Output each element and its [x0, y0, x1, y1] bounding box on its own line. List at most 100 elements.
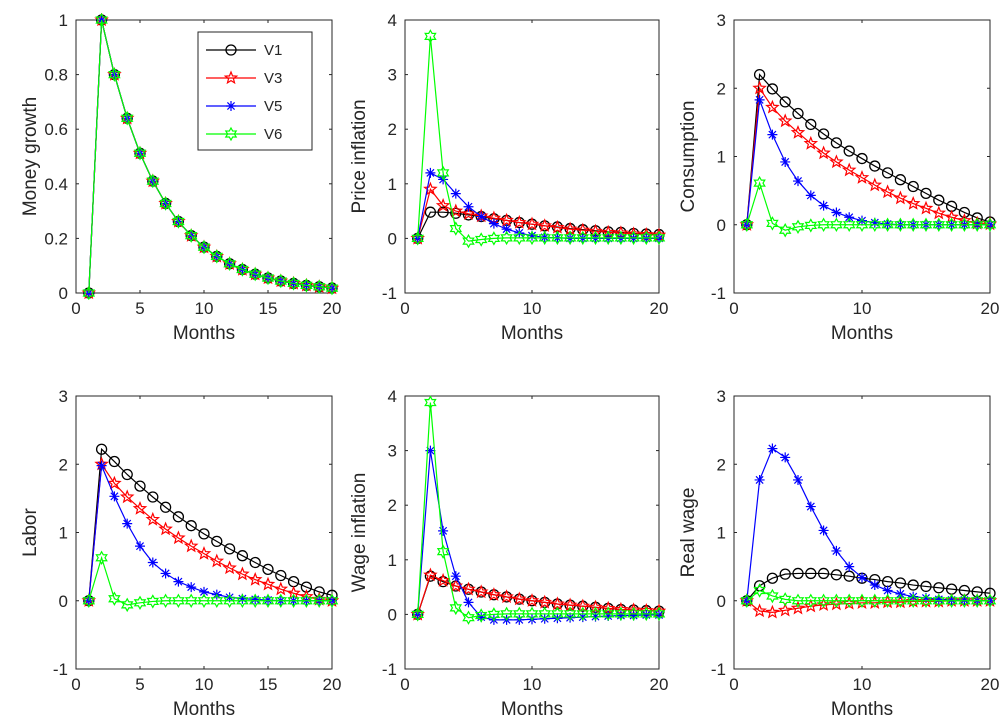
star-marker [260, 576, 276, 591]
hexagram-marker [958, 217, 971, 232]
hexagram-marker [958, 593, 971, 608]
asterisk-marker [780, 156, 791, 167]
star-marker [132, 500, 148, 515]
hexagram-marker [474, 608, 488, 623]
series-line [746, 589, 990, 602]
x-axis-label: Months [831, 323, 893, 344]
y-tick-label: 0 [388, 605, 397, 624]
hexagram-marker [855, 593, 869, 608]
asterisk-marker [831, 545, 842, 556]
x-axis-label: Months [173, 323, 235, 344]
y-tick-label: 2 [388, 120, 397, 139]
circle-marker [437, 206, 449, 218]
y-tick-label: -1 [711, 660, 726, 679]
circle-marker [424, 570, 437, 582]
y-tick-label: 0 [717, 592, 726, 611]
star-marker [145, 511, 161, 526]
circle-marker [830, 569, 843, 581]
hexagram-marker [842, 217, 856, 232]
star-marker [790, 600, 806, 615]
star-marker [905, 195, 921, 210]
circle-marker [933, 194, 945, 206]
star-marker [473, 584, 489, 599]
hexagram-marker [906, 217, 920, 232]
legend-item-v1: V1 [206, 42, 282, 59]
hexagram-marker [894, 593, 907, 608]
legend-label: V3 [264, 70, 282, 87]
star-marker [880, 184, 895, 199]
x-axis-label: Months [501, 699, 563, 720]
star-marker [588, 599, 603, 614]
hexagram-marker [197, 239, 211, 255]
circle-marker [805, 118, 817, 131]
y-tick-label: 2 [717, 455, 726, 474]
circle-marker [920, 187, 932, 200]
axes-box [75, 395, 333, 670]
hexagram-marker [589, 230, 602, 246]
hexagram-marker [184, 593, 198, 608]
asterisk-marker [438, 525, 449, 536]
star-marker [854, 170, 870, 184]
star-marker [499, 212, 514, 227]
series-v6 [82, 550, 339, 613]
hexagram-marker [300, 593, 313, 608]
x-tick-label: 0 [729, 675, 738, 694]
hexagram-marker [932, 217, 946, 232]
star-marker [499, 589, 514, 604]
hexagram-marker [108, 67, 121, 82]
asterisk-marker [933, 594, 944, 605]
star-marker [816, 145, 831, 160]
hexagram-marker [778, 592, 792, 607]
y-tick-label: 1 [717, 148, 726, 167]
star-marker [222, 560, 237, 575]
hexagram-marker [120, 111, 134, 126]
hexagram-marker [551, 606, 564, 622]
star-marker [119, 489, 135, 504]
hexagram-marker [436, 544, 450, 559]
series-v6 [411, 395, 666, 625]
circle-marker [933, 582, 945, 594]
asterisk-marker [615, 610, 626, 621]
hexagram-marker [563, 230, 577, 246]
asterisk-marker [237, 593, 248, 604]
hexagram-marker [261, 270, 275, 286]
asterisk-marker [818, 525, 829, 536]
star-marker [209, 553, 225, 568]
star-marker [600, 600, 616, 615]
hexagram-marker [248, 593, 262, 608]
hexagram-marker [325, 593, 339, 608]
y-axis-label: Money growth [20, 97, 41, 216]
circle-marker [843, 145, 855, 157]
hexagram-marker [753, 583, 766, 598]
series-v6 [740, 175, 997, 238]
x-tick-label: 10 [195, 675, 214, 694]
hexagram-marker [551, 230, 564, 246]
circle-marker [869, 160, 881, 172]
hexagram-marker [513, 230, 526, 246]
asterisk-marker [805, 190, 816, 201]
asterisk-marker [450, 571, 461, 582]
y-tick-label: 1 [59, 11, 68, 30]
x-tick-label: 10 [523, 675, 542, 694]
star-marker [486, 587, 502, 601]
circle-marker [450, 207, 462, 219]
asterisk-marker [552, 613, 563, 624]
x-axis-label: Months [831, 699, 893, 720]
hexagram-marker [868, 593, 882, 608]
asterisk-marker [224, 592, 235, 603]
hexagram-marker [640, 230, 653, 246]
y-tick-label: 0.2 [44, 229, 68, 248]
hexagram-marker [95, 13, 108, 28]
asterisk-marker [476, 612, 487, 623]
y-tick-label: -1 [382, 660, 397, 679]
asterisk-marker [844, 561, 855, 572]
x-axis-label: Months [173, 699, 235, 720]
asterisk-marker [463, 201, 474, 212]
series-v6 [82, 13, 339, 300]
asterisk-marker [590, 611, 601, 622]
hexagram-marker [223, 256, 236, 272]
asterisk-marker [603, 611, 614, 622]
hexagram-marker [576, 230, 590, 246]
hexagram-marker [197, 593, 211, 608]
circle-marker [211, 535, 223, 548]
